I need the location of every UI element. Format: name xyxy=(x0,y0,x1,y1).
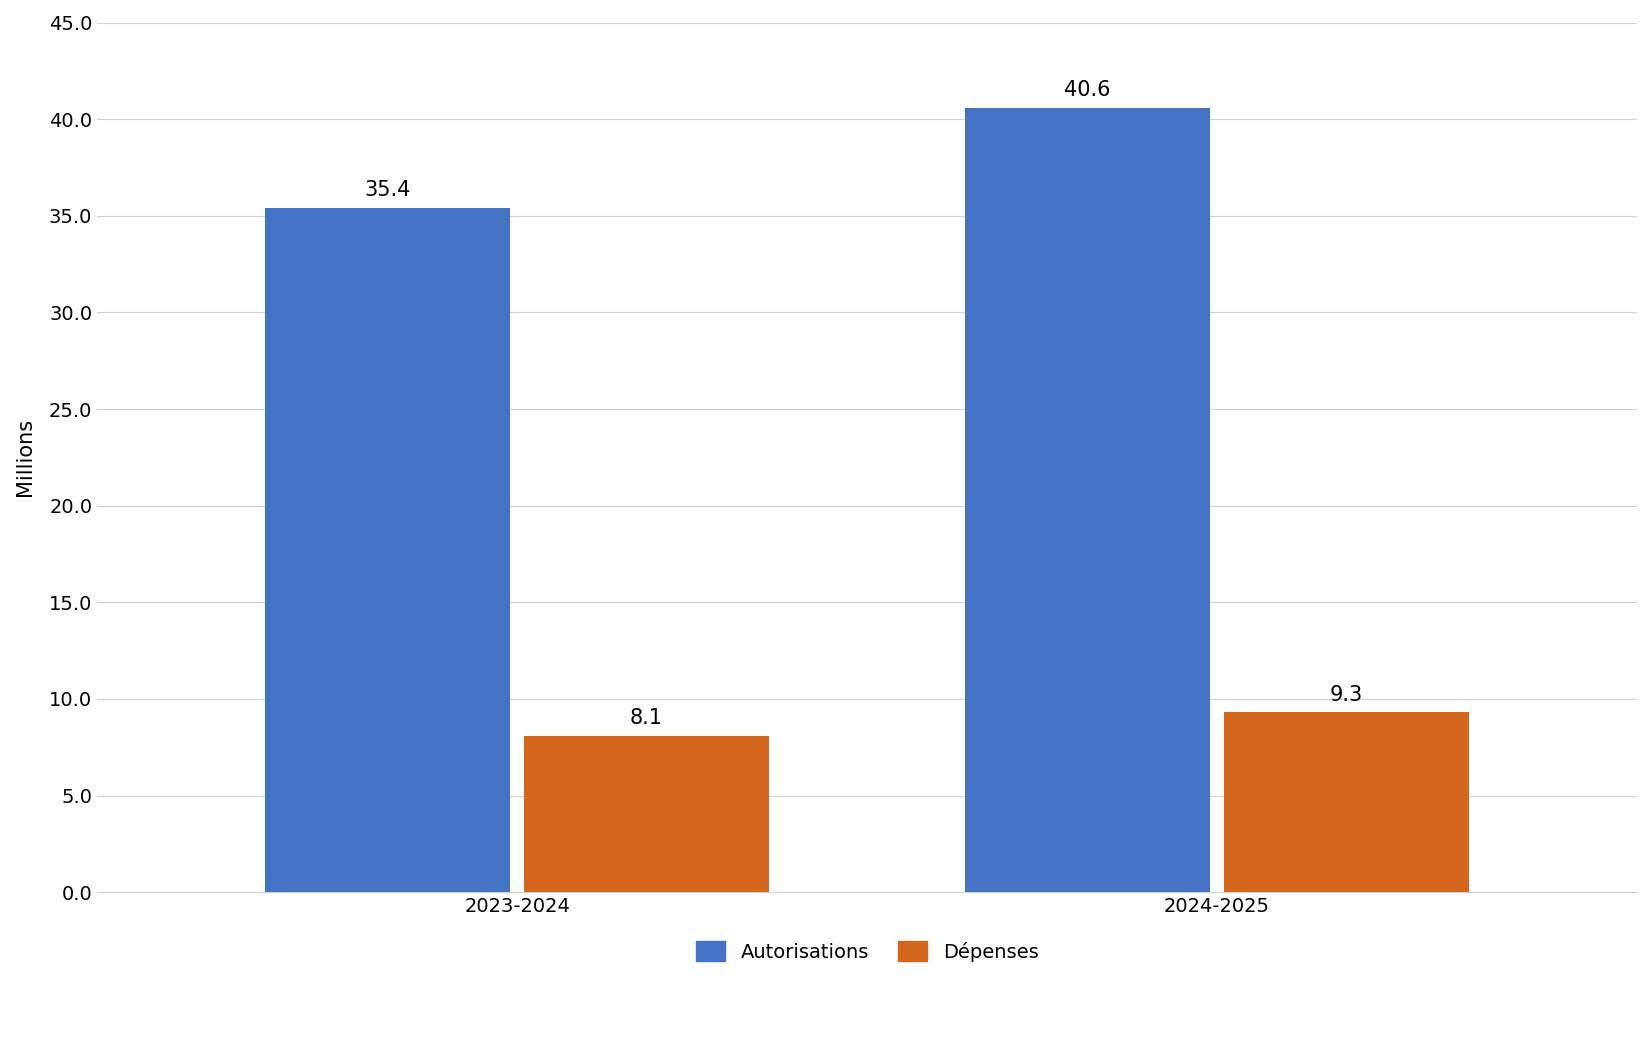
Text: 8.1: 8.1 xyxy=(629,708,662,728)
Legend: Autorisations, Dépenses: Autorisations, Dépenses xyxy=(687,934,1046,969)
Bar xyxy=(264,208,510,892)
Bar xyxy=(524,735,770,892)
Y-axis label: Millions: Millions xyxy=(15,418,35,496)
Bar xyxy=(965,107,1209,892)
Bar xyxy=(1224,712,1469,892)
Text: 40.6: 40.6 xyxy=(1064,80,1110,100)
Text: 9.3: 9.3 xyxy=(1330,684,1363,705)
Text: 35.4: 35.4 xyxy=(365,180,411,201)
